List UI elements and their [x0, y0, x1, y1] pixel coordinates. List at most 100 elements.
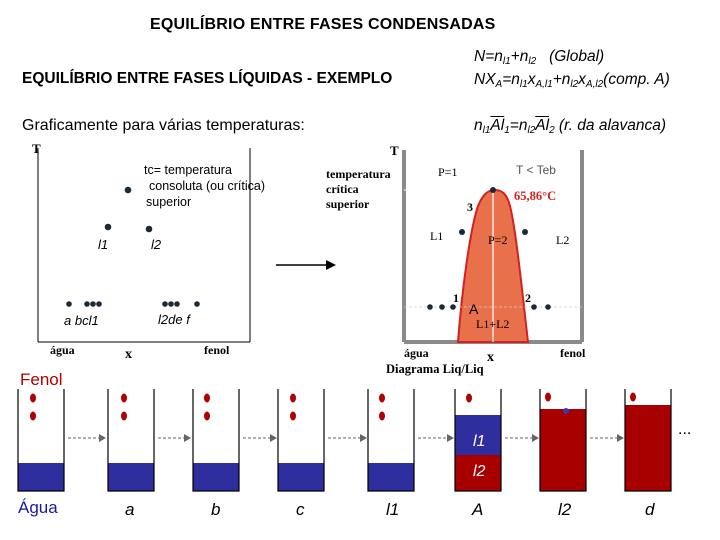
phase-region-label: L1+L2	[476, 317, 509, 331]
arrow-head-icon	[617, 434, 624, 442]
eq-part: (comp. A)	[603, 71, 670, 88]
phenol-layer	[540, 409, 586, 491]
phase-l2-label: L2	[556, 233, 569, 247]
beaker-c	[192, 389, 240, 492]
beaker-l2: l1 l2	[454, 389, 502, 492]
beaker-l1	[277, 389, 325, 492]
phenol-drop	[121, 393, 127, 403]
phenol-drop	[379, 411, 385, 421]
beaker-label-l2: l2	[558, 500, 572, 519]
eq-sub: 1	[504, 125, 510, 136]
left-l1-label: l1	[98, 237, 108, 252]
left-x-label: x	[125, 347, 132, 362]
phase-point	[545, 304, 551, 310]
point-d	[168, 301, 174, 307]
beaker-last	[624, 389, 672, 492]
eq-part: n	[474, 117, 483, 134]
eq-sub: A	[495, 79, 503, 90]
phase-point	[439, 304, 445, 310]
arrow-head-icon	[270, 434, 277, 442]
l1-layer	[455, 415, 501, 455]
water-layer	[108, 463, 154, 491]
arrow-head-icon	[360, 434, 367, 442]
beaker-outline	[624, 389, 672, 492]
page-title: EQUILÍBRIO ENTRE FASES CONDENSADAS	[150, 16, 496, 33]
phenol-drop	[545, 392, 551, 402]
l1-point	[104, 223, 112, 231]
phase-fenol-label: fenol	[560, 346, 586, 360]
phenol-drop	[204, 411, 210, 421]
right-arrow-icon	[276, 260, 336, 270]
arrow-head-icon	[99, 434, 106, 442]
mid-text-2: crítica	[326, 182, 359, 196]
ellipsis-text: ...	[678, 421, 692, 438]
left-t-label: T	[32, 141, 41, 156]
phenol-drop	[290, 393, 296, 403]
beaker-b	[107, 389, 155, 492]
eq-part: =n	[509, 117, 528, 134]
left-fenol-label: fenol	[204, 343, 230, 357]
critical-point	[490, 187, 496, 193]
l1-dome-point	[459, 229, 465, 235]
point-c	[90, 301, 96, 307]
agua-label: Água	[18, 498, 58, 517]
phenol-drop	[204, 393, 210, 403]
beaker-label-d: d	[645, 500, 655, 519]
l2-layer-label: l2	[473, 463, 486, 480]
equation-global: N=nl1+nl2 (Global)	[474, 48, 604, 67]
eq-part: =n	[502, 71, 520, 88]
phenol-drop	[630, 392, 636, 402]
fenol-label: Fenol	[20, 370, 63, 389]
phase-t-label: T	[390, 143, 399, 158]
l2-layer	[455, 455, 501, 491]
phase-t-teb-label: T < Teb	[516, 163, 556, 177]
beakers-row: l1 l2	[17, 389, 672, 492]
left-l2-label: l2	[151, 237, 162, 252]
eq-sub: l1	[502, 56, 511, 67]
beaker-a	[17, 389, 65, 492]
eq-part: (Global)	[536, 48, 605, 65]
left-bottom-left-text: a bcl1	[64, 313, 99, 328]
beaker-label-c: c	[296, 500, 305, 519]
eq-part: Al	[490, 117, 505, 134]
point-f	[194, 301, 200, 307]
beaker-label-b: b	[211, 500, 221, 519]
phase-x-label: x	[487, 350, 494, 365]
phenol-drop	[290, 411, 296, 421]
tc-line1: tc= temperatura	[144, 163, 232, 177]
tc-line3: superior	[146, 195, 191, 209]
beaker-outline	[367, 389, 415, 492]
beaker-label-a: a	[125, 500, 135, 519]
phase-caption: Diagrama Liq/Liq	[386, 362, 484, 376]
eq-sub: l1	[482, 125, 491, 136]
equation-lever-rule: nl1Al1=nl2Al2 (r. da alavanca)	[474, 117, 666, 136]
arrow-head-icon	[447, 434, 454, 442]
phenol-drop	[379, 393, 385, 403]
arrow-head-icon	[532, 434, 539, 442]
left-bottom-right-text: l2de f	[158, 312, 191, 327]
water-drop	[563, 408, 569, 414]
beaker-outline	[277, 389, 325, 492]
phenol-drop	[466, 393, 472, 403]
l1-layer-label: l1	[473, 433, 485, 450]
beaker-label-l1: l1	[386, 500, 400, 519]
beaker-d	[539, 389, 587, 492]
point-b	[84, 301, 90, 307]
eq-part: (r. da alavanca)	[554, 117, 667, 134]
beaker-label-A: A	[472, 500, 484, 519]
tc-line2: consoluta (ou crítica)	[149, 179, 265, 193]
eq-sub: l2	[528, 56, 537, 67]
arrow-heads	[99, 434, 624, 442]
beaker-outline	[17, 389, 65, 492]
phase-diagram: T P=1 T < Teb 65,86°C 3 L1 L2 P=2 1 A 2 …	[386, 143, 586, 376]
tc-point	[124, 186, 132, 194]
l2-dome-point	[522, 229, 528, 235]
phenol-drop	[121, 411, 127, 421]
phase-l1-label: L1	[430, 229, 443, 243]
mid-text-3: superior	[326, 197, 370, 211]
eq-part: NX	[474, 71, 496, 88]
water-layer	[278, 463, 324, 491]
eq-sub: l1	[519, 79, 528, 90]
phenol-drop	[30, 393, 36, 403]
